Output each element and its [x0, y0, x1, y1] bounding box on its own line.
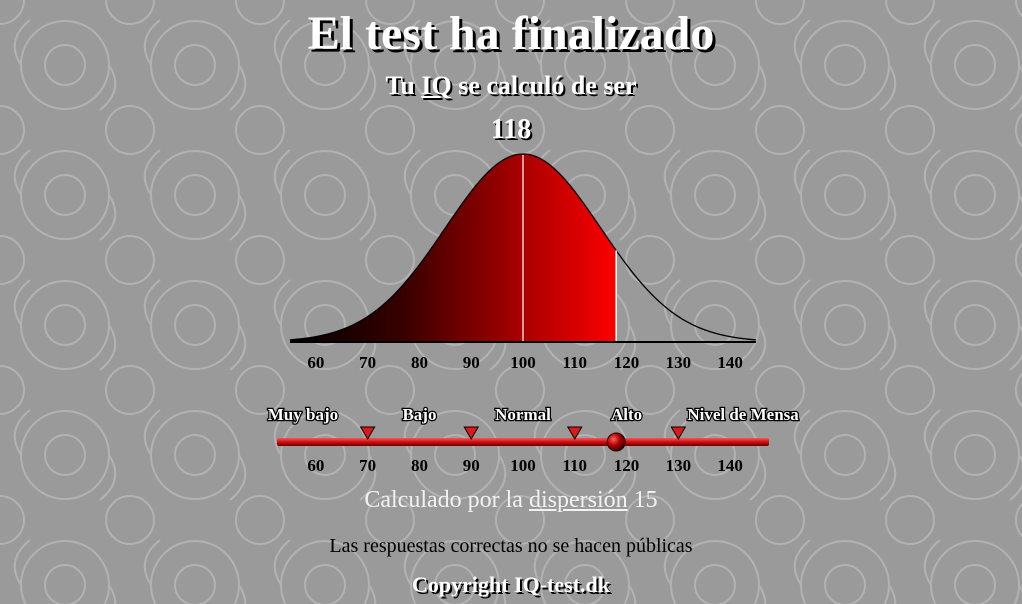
- scale-bar: [277, 438, 769, 446]
- category-label: Bajo: [402, 405, 436, 424]
- category-label: Nivel de Mensa: [687, 405, 799, 424]
- x-tick-label: 100: [510, 353, 536, 372]
- x-tick-label: 90: [463, 353, 480, 372]
- threshold-marker: [566, 426, 583, 440]
- distribution-curve: [289, 153, 757, 341]
- score-marker: [606, 432, 626, 452]
- score-area: [290, 154, 617, 342]
- scale-tick-label: 120: [614, 456, 640, 475]
- category-label: Muy bajo: [268, 405, 338, 424]
- answers-note: Las respuestas correctas no se hacen púb…: [329, 535, 693, 557]
- threshold-marker: [670, 426, 687, 440]
- category-label: Alto: [611, 405, 642, 424]
- scale-tick-label: 60: [307, 456, 324, 475]
- subtitle-suffix: se calculó de ser: [458, 71, 637, 100]
- threshold-marker: [359, 426, 376, 440]
- x-tick-label: 110: [562, 353, 587, 372]
- x-tick-label: 130: [666, 353, 692, 372]
- scale-tick-label: 140: [717, 456, 743, 475]
- x-tick-label: 140: [717, 353, 743, 372]
- dispersion-value: 15: [633, 487, 658, 513]
- x-tick-label: 120: [614, 353, 640, 372]
- scale-tick-label: 100: [510, 456, 536, 475]
- category-label: Normal: [495, 405, 551, 424]
- dispersion-note: Calculado por la dispersión 15: [0, 485, 1022, 515]
- scale-tick-label: 90: [463, 456, 480, 475]
- scale-tick-label: 110: [562, 456, 587, 475]
- x-tick-label: 80: [411, 353, 428, 372]
- subtitle-prefix: Tu: [385, 71, 415, 100]
- scale-tick-label: 130: [666, 456, 692, 475]
- x-tick-label: 70: [359, 353, 376, 372]
- iq-score: 118: [490, 114, 532, 145]
- scale-tick-label: 70: [359, 456, 376, 475]
- scale-tick-label: 80: [411, 456, 428, 475]
- dispersion-prefix: Calculado por la: [364, 487, 523, 513]
- x-tick-label: 60: [307, 353, 324, 372]
- iq-link[interactable]: IQ: [421, 71, 452, 100]
- iq-subtitle: Tu IQ se calculó de ser: [0, 70, 1022, 102]
- copyright: Copyright IQ-test.dk: [411, 572, 610, 597]
- page-title: El test ha finalizado: [307, 7, 715, 60]
- threshold-marker: [463, 426, 480, 440]
- dispersion-link[interactable]: dispersión: [528, 487, 628, 513]
